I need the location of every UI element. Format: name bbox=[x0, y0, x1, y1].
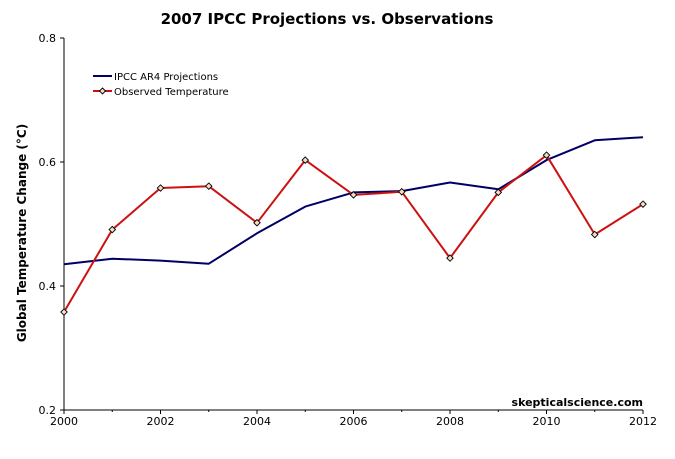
x-axis-ticks: 2000 2002 2004 2006 2008 2010 2012 bbox=[50, 410, 657, 428]
x-tick-label: 2004 bbox=[243, 415, 271, 428]
data-point bbox=[204, 182, 213, 191]
data-point bbox=[156, 184, 165, 192]
data-point bbox=[542, 151, 551, 160]
y-tick-label: 0.2 bbox=[39, 404, 57, 417]
x-tick-label: 2012 bbox=[629, 415, 657, 428]
legend-label-projections: IPCC AR4 Projections bbox=[114, 72, 218, 83]
chart-title: 2007 IPCC Projections vs. Observations bbox=[161, 10, 494, 28]
x-tick-label: 2002 bbox=[147, 415, 175, 428]
data-point bbox=[397, 187, 406, 196]
y-tick-label: 0.6 bbox=[39, 156, 57, 169]
y-tick-label: 0.4 bbox=[39, 280, 57, 293]
series-layer bbox=[60, 136, 647, 316]
x-tick-label: 2008 bbox=[436, 415, 464, 428]
data-point bbox=[108, 225, 117, 234]
x-tick-label: 2006 bbox=[340, 415, 368, 428]
data-point bbox=[446, 254, 454, 262]
data-point bbox=[590, 230, 599, 239]
data-point bbox=[301, 156, 310, 164]
x-tick-label: 2010 bbox=[533, 415, 561, 428]
series-projections bbox=[63, 136, 644, 266]
series-line bbox=[63, 154, 644, 313]
x-tick-label: 2000 bbox=[50, 415, 78, 428]
series-observed bbox=[60, 151, 647, 316]
data-point bbox=[639, 200, 647, 208]
legend-entry-projections: IPCC AR4 Projections bbox=[93, 72, 218, 83]
y-tick-label: 0.8 bbox=[39, 32, 57, 45]
y-axis-ticks: 0.2 0.4 0.6 0.8 bbox=[39, 32, 64, 417]
legend: IPCC AR4 Projections Observed Temperatur… bbox=[93, 72, 229, 98]
legend-swatch-marker bbox=[98, 87, 107, 95]
credit-text: skepticalscience.com bbox=[512, 396, 643, 409]
data-point bbox=[349, 191, 358, 199]
data-point bbox=[253, 218, 261, 227]
data-point bbox=[494, 188, 503, 197]
legend-entry-observed: Observed Temperature bbox=[93, 87, 229, 98]
legend-label-observed: Observed Temperature bbox=[114, 87, 229, 98]
series-line bbox=[63, 136, 644, 266]
y-axis-label: Global Temperature Change (°C) bbox=[15, 124, 29, 342]
data-point bbox=[60, 308, 68, 316]
